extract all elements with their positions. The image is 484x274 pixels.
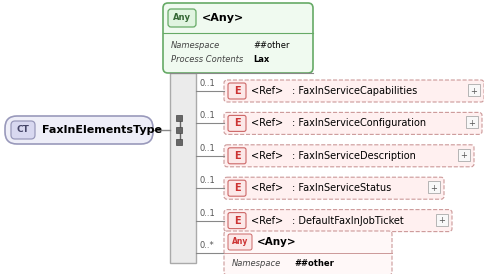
FancyBboxPatch shape	[228, 83, 246, 99]
Text: ##other: ##other	[253, 41, 289, 50]
Text: +: +	[431, 184, 438, 193]
Bar	[468, 84, 480, 96]
Text: +: +	[469, 119, 475, 128]
Bar	[170, 73, 196, 263]
FancyBboxPatch shape	[163, 3, 313, 73]
Text: Namespace: Namespace	[232, 259, 281, 269]
Bar	[176, 115, 182, 121]
Text: 0..*: 0..*	[200, 241, 215, 250]
Text: +: +	[461, 151, 468, 160]
Text: <Any>: <Any>	[257, 237, 297, 247]
Text: : FaxInServiceStatus: : FaxInServiceStatus	[292, 183, 391, 193]
Text: +: +	[470, 87, 477, 96]
Text: <Ref>: <Ref>	[251, 86, 283, 96]
Text: FaxInElementsType: FaxInElementsType	[42, 125, 162, 135]
Text: : FaxInServiceConfiguration: : FaxInServiceConfiguration	[292, 118, 426, 129]
Text: <Ref>: <Ref>	[251, 183, 283, 193]
Text: Lax: Lax	[253, 55, 269, 64]
Text: =: =	[154, 125, 162, 135]
FancyBboxPatch shape	[228, 234, 252, 250]
Text: : FaxInServiceDescription: : FaxInServiceDescription	[292, 151, 416, 161]
FancyBboxPatch shape	[168, 9, 196, 27]
Text: E: E	[234, 151, 241, 161]
Text: E: E	[234, 216, 241, 226]
Text: Namespace: Namespace	[171, 41, 220, 50]
FancyBboxPatch shape	[224, 112, 482, 135]
Text: 0..1: 0..1	[200, 176, 216, 185]
Bar	[176, 139, 182, 145]
Text: <Any>: <Any>	[202, 13, 244, 23]
Text: Any: Any	[232, 238, 248, 247]
Text: +: +	[439, 216, 445, 225]
FancyBboxPatch shape	[224, 231, 392, 274]
Text: E: E	[234, 118, 241, 129]
Text: E: E	[234, 86, 241, 96]
Bar	[428, 181, 440, 193]
Text: 0..1: 0..1	[200, 112, 216, 120]
Bar	[176, 127, 182, 133]
FancyBboxPatch shape	[224, 80, 484, 102]
FancyBboxPatch shape	[228, 180, 246, 196]
FancyBboxPatch shape	[5, 116, 153, 144]
Text: Process Contents: Process Contents	[171, 55, 243, 64]
FancyBboxPatch shape	[224, 210, 452, 232]
Text: 0..1: 0..1	[200, 144, 216, 153]
Text: ##other: ##other	[294, 259, 334, 269]
FancyBboxPatch shape	[228, 213, 246, 229]
Text: 0..1: 0..1	[200, 209, 216, 218]
Bar	[458, 149, 470, 161]
FancyBboxPatch shape	[228, 148, 246, 164]
Text: 0..1: 0..1	[200, 79, 216, 88]
Text: : DefaultFaxInJobTicket: : DefaultFaxInJobTicket	[292, 216, 404, 226]
FancyBboxPatch shape	[224, 177, 444, 199]
FancyBboxPatch shape	[11, 121, 35, 139]
Text: E: E	[234, 183, 241, 193]
Text: : FaxInServiceCapabilities: : FaxInServiceCapabilities	[292, 86, 417, 96]
Text: <Ref>: <Ref>	[251, 151, 283, 161]
Text: <Ref>: <Ref>	[251, 216, 283, 226]
Bar	[466, 116, 478, 129]
Bar	[436, 214, 448, 226]
FancyBboxPatch shape	[228, 115, 246, 132]
FancyBboxPatch shape	[224, 145, 474, 167]
Text: <Ref>: <Ref>	[251, 118, 283, 129]
Text: CT: CT	[16, 125, 30, 135]
Text: Any: Any	[173, 13, 191, 22]
